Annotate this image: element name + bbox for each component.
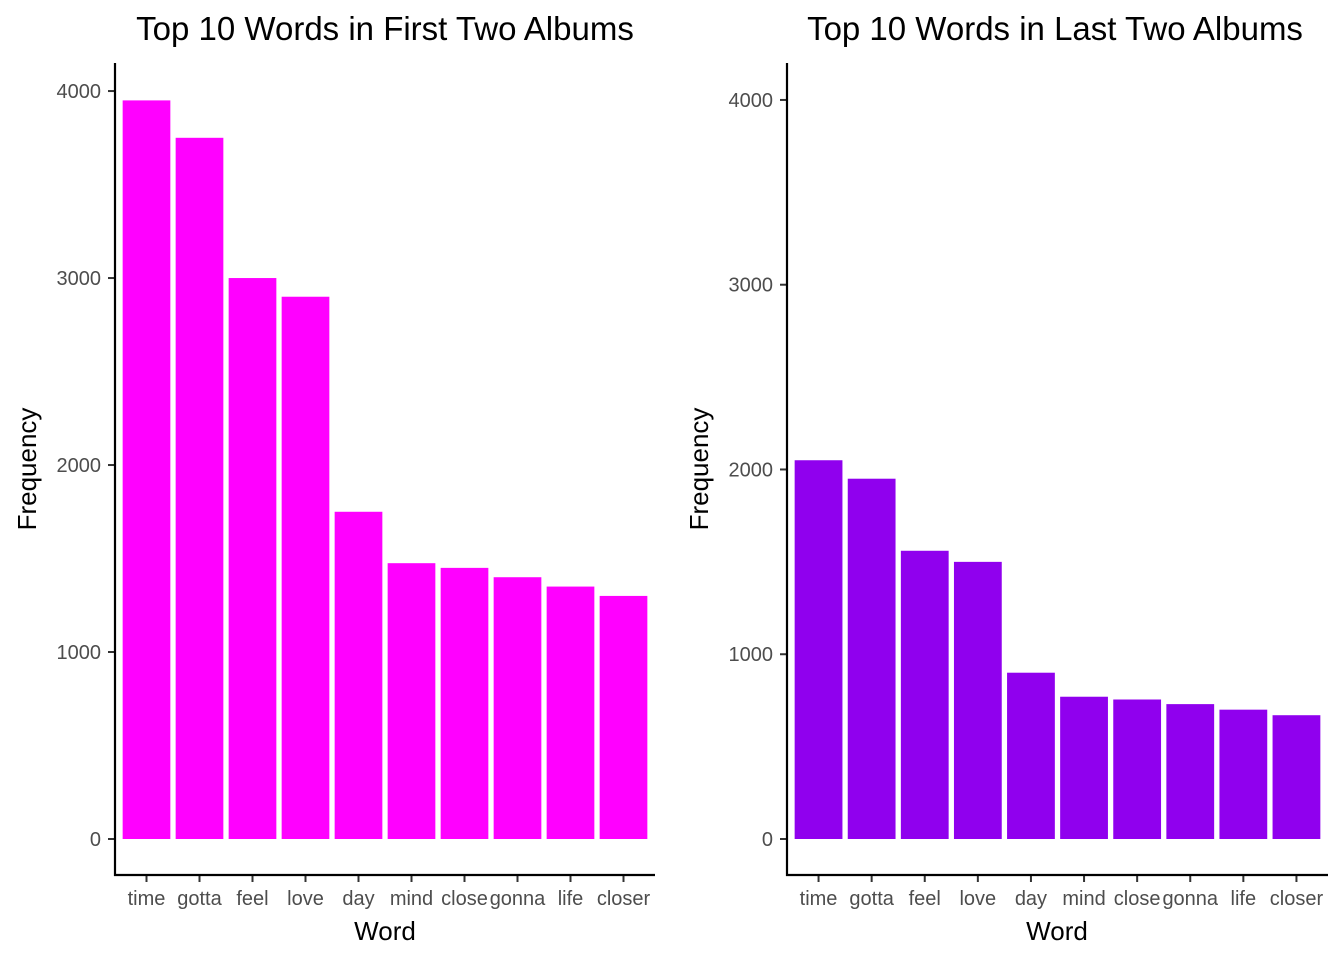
bar-gonna [1166, 704, 1215, 839]
y-tick-label: 3000 [729, 275, 774, 297]
bar-close [1113, 699, 1162, 839]
x-axis-title: Word [354, 916, 416, 946]
x-tick-label: feel [909, 888, 941, 910]
x-axis-title: Word [1026, 916, 1088, 946]
x-tick-label: closer [597, 888, 651, 910]
bar-time [794, 460, 843, 839]
bar-gonna [493, 577, 542, 839]
x-tick-label: gotta [849, 888, 894, 910]
bar-day [1007, 672, 1055, 839]
chart-panel-first-albums: Top 10 Words in First Two Albums time gott… [12, 10, 655, 946]
bar-gotta [175, 137, 224, 840]
bar-closer [1272, 715, 1321, 839]
x-tick-label: close [1114, 888, 1161, 910]
y-tick-label: 4000 [57, 81, 102, 103]
y-tick-label: 3000 [57, 268, 102, 290]
x-tick-label: gotta [177, 888, 222, 910]
bar-life [1219, 709, 1268, 839]
x-tick-label: gonna [1162, 888, 1218, 910]
y-tick-label: 0 [762, 829, 773, 851]
x-tick-label: life [558, 888, 584, 910]
y-tick-label: 2000 [729, 459, 774, 481]
bar-closer [599, 595, 648, 839]
y-tick-label: 4000 [729, 90, 774, 112]
x-tick-label: time [800, 888, 838, 910]
x-tick-label: mind [1062, 888, 1105, 910]
x-tick-label: love [287, 888, 324, 910]
x-tick-label: love [959, 888, 996, 910]
chart-title: Top 10 Words in First Two Albums [136, 10, 634, 47]
x-tick-label: closer [1270, 888, 1324, 910]
x-tick-label: day [342, 888, 374, 910]
x-tick-label: gonna [490, 888, 546, 910]
bar-feel [228, 278, 277, 839]
bar-mind [387, 563, 436, 839]
bar-love [953, 561, 1002, 839]
bar-day [334, 511, 383, 839]
bar-life [546, 586, 595, 839]
x-tick-label: mind [390, 888, 433, 910]
chart-panel-last-albums: Top 10 Words in Last Two Albums time gotta… [684, 10, 1328, 946]
bar-close [440, 567, 489, 839]
x-tick-label: close [441, 888, 488, 910]
y-tick-label: 1000 [729, 644, 774, 666]
y-tick-label: 0 [90, 829, 101, 851]
chart-title: Top 10 Words in Last Two Albums [807, 10, 1303, 47]
x-tick-label: day [1015, 888, 1047, 910]
y-tick-label: 1000 [57, 642, 102, 664]
bar-time [122, 100, 171, 839]
y-axis-title: Frequency [684, 408, 714, 531]
x-tick-label: life [1231, 888, 1257, 910]
bar-gotta [847, 478, 896, 839]
x-tick-label: time [128, 888, 166, 910]
y-axis-title: Frequency [12, 408, 42, 531]
x-tick-label: feel [236, 888, 268, 910]
y-tick-label: 2000 [57, 455, 102, 477]
bar-feel [900, 550, 949, 839]
bar-mind [1060, 696, 1108, 839]
bar-love [281, 296, 330, 840]
